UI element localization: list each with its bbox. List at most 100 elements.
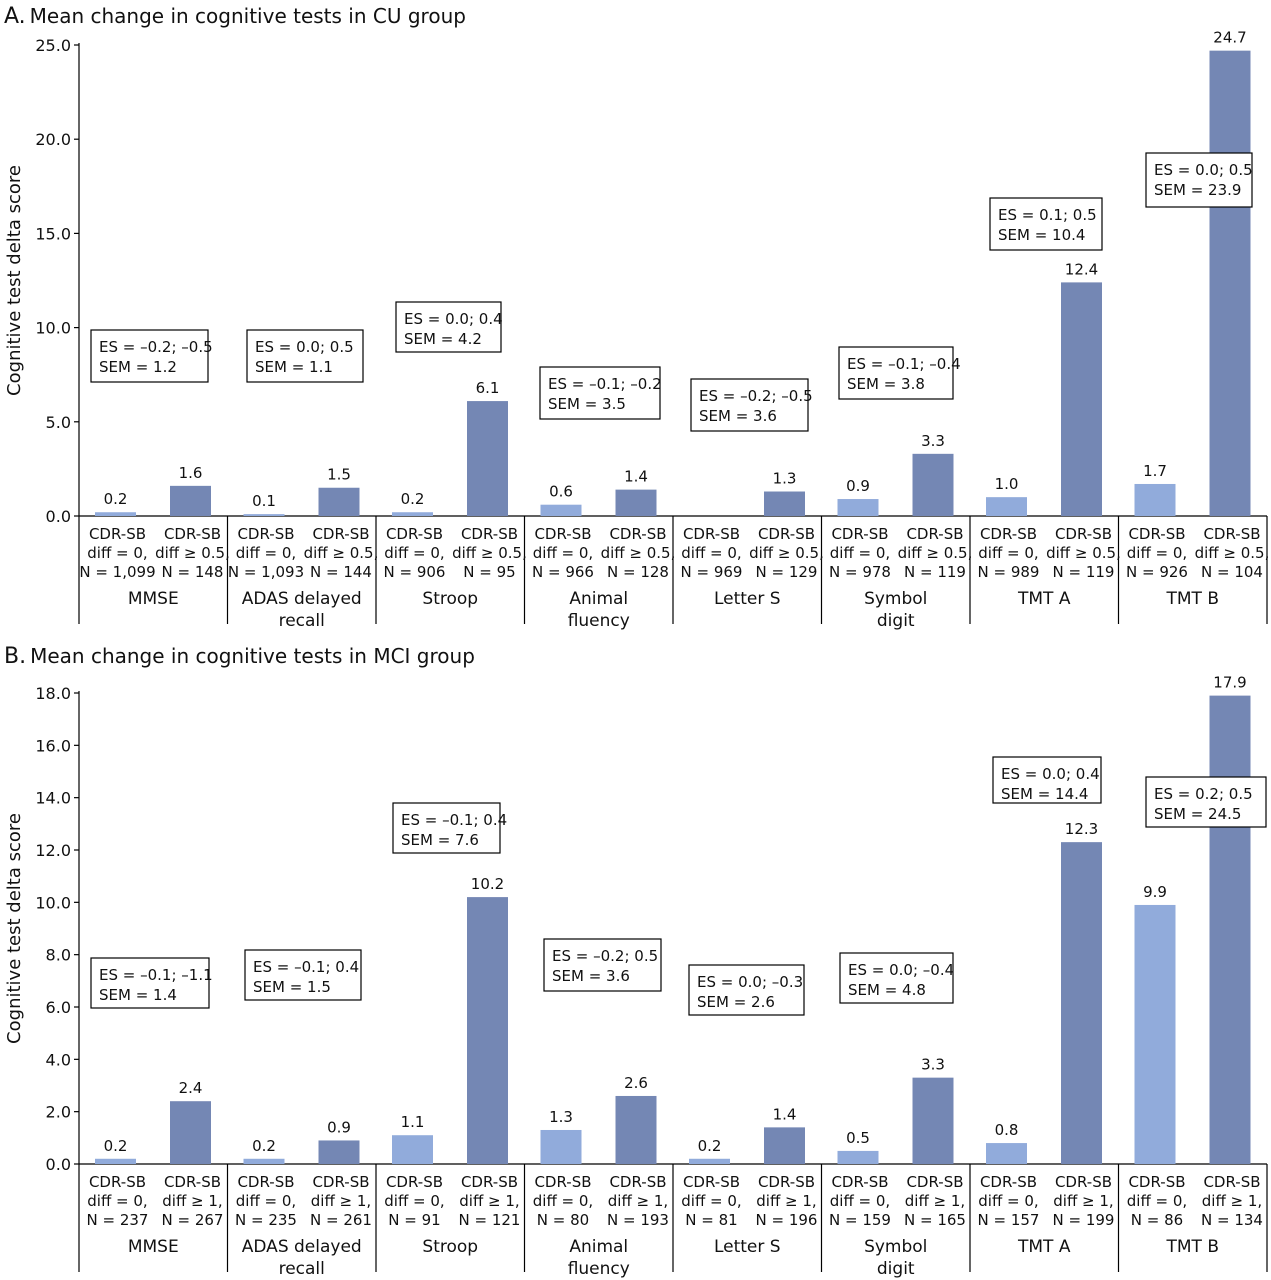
bar-category-label: diff ≥ 1, [162, 1192, 222, 1210]
group-name-mmse: MMSE [128, 1237, 179, 1257]
bar-value-label: 12.4 [1065, 260, 1098, 278]
bar-category-label: N = 157 [978, 1211, 1040, 1229]
bar-category-label: CDR-SB [237, 1173, 294, 1191]
y-tick-label: 20.0 [35, 130, 71, 149]
bar-category-label: diff = 0, [830, 544, 890, 562]
bar-category-label: diff = 0, [87, 544, 147, 562]
group-name-tmt-a: TMT A [1017, 1237, 1071, 1257]
bar-category-label: diff ≥ 0.5, [1046, 544, 1121, 562]
y-tick-label: 10.0 [35, 893, 71, 912]
y-tick-label: 8.0 [46, 946, 71, 965]
bar-category-label: diff = 0, [681, 1192, 741, 1210]
effect-size-label: ES = –0.2; –0.5 [699, 387, 813, 405]
bar-animal-fluency-progressed [615, 1095, 657, 1164]
bar-category-label: CDR-SB [831, 1173, 888, 1191]
bar-letter-s-progressed [764, 491, 805, 516]
effect-size-label: ES = –0.1; 0.4 [401, 811, 507, 829]
panel-a-bar-chart: Cognitive test delta score 0.0 5.0 10.0 15.0… [4, 29, 1270, 631]
bar-category-label: N = 978 [829, 563, 891, 581]
panel-b-title-text: Mean change in cognitive tests in MCI gr… [30, 644, 475, 668]
bar-category-label: diff ≥ 0.5, [601, 544, 676, 562]
y-tick-label: 5.0 [46, 413, 71, 432]
bar-adas-delayed-recall-stable [243, 1158, 285, 1164]
bar-value-label: 2.4 [179, 1079, 203, 1097]
bar-value-label: 3.3 [921, 1056, 945, 1074]
bar-category-label: CDR-SB [164, 525, 221, 543]
bar-category-label: N = 969 [681, 563, 743, 581]
y-tick-label: 10.0 [35, 319, 71, 338]
bar-tmt-a-progressed [1061, 282, 1102, 516]
bar-category-label: diff = 0, [978, 544, 1038, 562]
panel-b-letter: B. [4, 644, 27, 669]
bar-symbol-digit-stable [837, 1150, 879, 1164]
bar-value-label: 1.0 [995, 475, 1019, 493]
sem-label: SEM = 3.6 [552, 967, 630, 985]
bar-value-label: 0.2 [401, 490, 425, 508]
bar-category-label: CDR-SB [1203, 525, 1260, 543]
bar-tmt-a-progressed [1061, 842, 1102, 1164]
panel-b-bar-chart: Cognitive test delta score 0.0 2.0 4.0 6.0 8.… [4, 674, 1268, 1279]
bar-category-label: CDR-SB [386, 525, 443, 543]
bar-category-label: N = 128 [607, 563, 669, 581]
effect-size-label: ES = 0.2; 0.5 [1154, 785, 1253, 803]
bar-category-label: diff ≥ 1, [1053, 1192, 1113, 1210]
bar-category-label: diff ≥ 1, [311, 1192, 371, 1210]
bar-category-label: N = 193 [607, 1211, 669, 1229]
group-name-adas-delayed-recall: ADAS delayed [242, 589, 362, 609]
bar-mmse-stable [95, 512, 136, 516]
effect-size-label: ES = –0.1; 0.4 [253, 958, 359, 976]
y-tick-label: 15.0 [35, 224, 71, 243]
es-sem-box [395, 301, 502, 353]
bar-category-label: diff = 0, [87, 1192, 147, 1210]
bar-category-label: CDR-SB [758, 1173, 815, 1191]
bar-category-label: CDR-SB [312, 1173, 369, 1191]
bar-tmt-a-stable [986, 497, 1027, 516]
bar-tmt-b-stable [1134, 904, 1176, 1164]
es-sem-box [543, 938, 662, 992]
sem-label: SEM = 2.6 [697, 993, 775, 1011]
bar-category-label: diff = 0, [1127, 544, 1187, 562]
bar-category-label: N = 261 [310, 1211, 372, 1229]
bar-category-label: diff = 0, [236, 1192, 296, 1210]
es-sem-box [1145, 776, 1267, 828]
sem-label: SEM = 3.5 [548, 395, 626, 413]
bar-category-label: N = 1,093 [228, 563, 304, 581]
effect-size-label: ES = 0.0; 0.4 [404, 310, 503, 328]
bar-value-label: 10.2 [471, 875, 504, 893]
bar-category-label: N = 906 [384, 563, 446, 581]
bar-category-label: N = 91 [388, 1211, 440, 1229]
bar-category-label: diff = 0, [384, 1192, 444, 1210]
bar-adas-delayed-recall-progressed [318, 487, 360, 516]
es-sem-box [539, 366, 661, 420]
bar-value-label: 12.3 [1065, 820, 1098, 838]
bar-mmse-stable [95, 1158, 136, 1164]
bar-category-label: N = 196 [756, 1211, 818, 1229]
sem-label: SEM = 1.5 [253, 978, 331, 996]
bar-category-label: CDR-SB [609, 1173, 666, 1191]
bar-category-label: CDR-SB [89, 1173, 146, 1191]
bar-value-label: 1.7 [1143, 462, 1167, 480]
group-name-adas-delayed-recall: recall [279, 1259, 325, 1279]
bar-value-label: 0.1 [252, 492, 276, 510]
group-name-adas-delayed-recall: ADAS delayed [242, 1237, 362, 1257]
bar-category-label: N = 80 [537, 1211, 589, 1229]
bar-category-label: diff ≥ 0.5, [304, 544, 379, 562]
es-sem-box [839, 952, 954, 1004]
effect-size-label: ES = 0.0; 0.4 [1001, 765, 1100, 783]
bar-value-label: 1.1 [401, 1113, 425, 1131]
group-name-tmt-a: TMT A [1017, 589, 1071, 609]
y-tick-label: 16.0 [35, 736, 71, 755]
bar-category-label: CDR-SB [1055, 1173, 1112, 1191]
bar-category-label: N = 267 [162, 1211, 224, 1229]
sem-label: SEM = 7.6 [401, 831, 479, 849]
bar-category-label: diff = 0, [1127, 1192, 1187, 1210]
bar-category-label: CDR-SB [1128, 1173, 1185, 1191]
panel-a-cu-group: A. Mean change in cognitive tests in CU g… [4, 4, 1270, 631]
bar-category-label: diff ≥ 0.5, [898, 544, 973, 562]
bar-category-label: diff = 0, [533, 544, 593, 562]
bar-category-label: diff ≥ 0.5, [1195, 544, 1270, 562]
bar-category-label: N = 95 [463, 563, 515, 581]
y-tick-label: 2.0 [46, 1103, 71, 1122]
bar-symbol-digit-stable [837, 499, 879, 516]
bar-category-label: CDR-SB [758, 525, 815, 543]
